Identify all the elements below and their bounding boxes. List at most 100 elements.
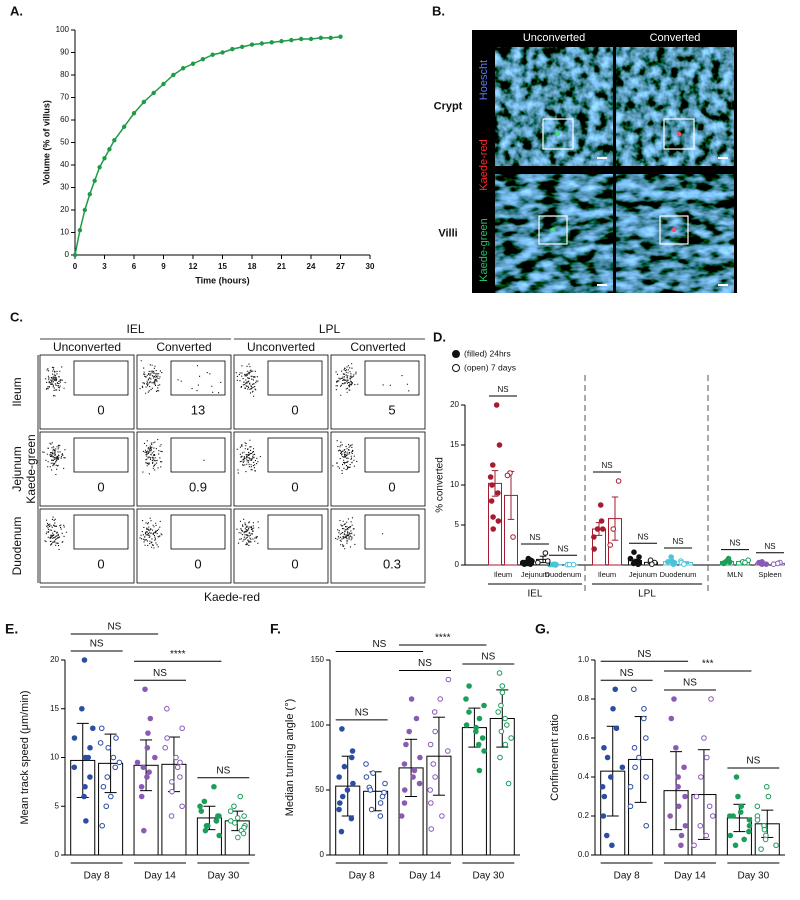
data-point <box>475 741 482 748</box>
data-point <box>495 709 501 715</box>
data-point <box>336 774 342 780</box>
gate-percentage: 0 <box>291 479 298 494</box>
data-point <box>336 806 342 813</box>
legend-marker <box>452 364 460 372</box>
data-point <box>527 559 533 565</box>
x-tick-label: Day 8 <box>614 871 641 882</box>
data-point <box>703 832 710 839</box>
data-point <box>401 761 408 767</box>
marker <box>269 40 274 45</box>
data-point <box>643 822 649 829</box>
data-point <box>201 798 208 805</box>
data-point <box>401 787 408 793</box>
data-point <box>502 715 508 722</box>
y-tick-label: 0 <box>55 850 60 859</box>
data-point <box>164 735 170 741</box>
data-point <box>710 813 716 819</box>
data-point <box>737 809 744 815</box>
marker <box>279 39 284 44</box>
data-point <box>601 793 608 800</box>
marker <box>298 36 304 42</box>
data-point <box>619 764 626 771</box>
data-point <box>142 686 148 693</box>
x-axis-label: Time (hours) <box>195 275 249 285</box>
data-point <box>706 803 713 810</box>
plot-frame <box>233 431 329 507</box>
data-point <box>432 774 438 780</box>
data-point <box>495 490 501 496</box>
data-point <box>198 808 205 814</box>
gate <box>267 437 323 473</box>
y-tick-label: 50 <box>315 785 324 794</box>
x-tick-label: Day 30 <box>737 871 769 882</box>
data-point <box>134 759 141 766</box>
x-tick-label: Jejunum <box>629 570 657 579</box>
panel-letter: C. <box>10 309 23 324</box>
data-point <box>100 783 107 790</box>
region-box <box>663 118 695 150</box>
significance-label: NS <box>729 539 740 548</box>
gate <box>364 360 420 396</box>
channel-label: Kaede-red <box>478 139 490 190</box>
data-point <box>103 803 110 810</box>
event-dots <box>235 363 259 397</box>
data-point <box>487 474 494 480</box>
data-point <box>116 759 123 766</box>
data-point <box>754 817 761 823</box>
data-point <box>601 744 607 751</box>
significance-label: NS <box>683 678 697 689</box>
data-point <box>337 800 343 806</box>
column-header: Converted <box>350 340 405 354</box>
data-point <box>168 813 175 819</box>
x-tick-label: Day 14 <box>144 871 176 882</box>
data-point <box>733 774 740 780</box>
data-point <box>169 788 175 795</box>
data-point <box>147 715 154 722</box>
column-header: Unconverted <box>53 340 121 354</box>
plot-frame <box>233 354 329 430</box>
data-point <box>349 748 356 754</box>
data-point <box>635 561 641 568</box>
micrograph <box>495 47 613 166</box>
data-point <box>466 683 472 689</box>
data-point <box>439 813 445 819</box>
gate-percentage: 5 <box>388 402 395 417</box>
data-point <box>235 834 241 841</box>
gate-percentage: 0 <box>97 479 104 494</box>
data-point <box>640 715 647 722</box>
y-tick-label: 70 <box>60 93 69 102</box>
data-point <box>81 657 88 663</box>
x-tick-label: 21 <box>277 262 286 271</box>
significance-label: NS <box>746 756 760 767</box>
gate <box>170 360 226 396</box>
marker <box>161 81 166 87</box>
data-point <box>370 770 376 776</box>
gate-percentage: 0 <box>97 556 104 571</box>
data-point <box>411 767 418 774</box>
data-point <box>630 560 637 567</box>
data-point <box>544 558 551 564</box>
x-tick-label: Ileum <box>598 570 616 579</box>
marker <box>92 178 97 183</box>
data-point <box>428 826 435 832</box>
data-point <box>105 744 112 751</box>
data-point <box>108 793 114 800</box>
y-tick-label: 10 <box>50 753 59 762</box>
data-point <box>489 462 496 468</box>
data-point <box>754 803 761 810</box>
event-dots <box>236 439 261 474</box>
data-point <box>338 828 345 835</box>
panel-letter: B. <box>432 3 445 18</box>
marker <box>77 228 83 233</box>
plot-frame <box>233 508 329 584</box>
data-point <box>697 822 704 829</box>
y-tick-label: 15 <box>50 704 59 713</box>
data-point <box>427 787 433 793</box>
x-axis-label: Kaede-red <box>204 590 260 604</box>
data-point <box>363 761 369 767</box>
marker <box>220 50 225 55</box>
data-point <box>203 822 210 829</box>
data-point <box>179 803 185 810</box>
data-point <box>173 754 179 761</box>
